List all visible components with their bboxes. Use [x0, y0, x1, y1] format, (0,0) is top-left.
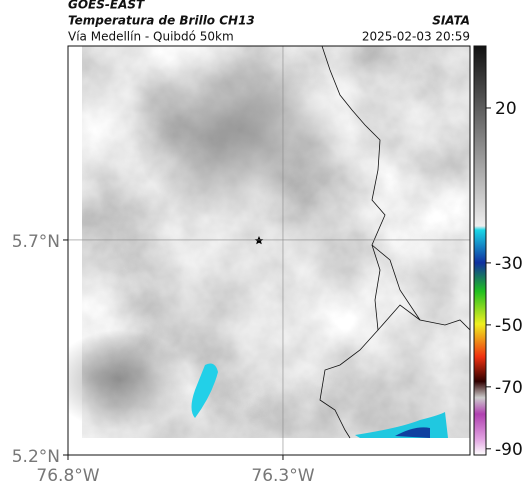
map-frame	[67, 45, 471, 456]
lon-tick-label: 76.3°W	[251, 466, 314, 486]
colorbar-tick-label: -30	[495, 254, 523, 274]
lat-tick-label: 5.7°N	[12, 232, 60, 252]
satellite: GOES-EAST	[68, 0, 145, 12]
source: SIATA	[432, 14, 470, 28]
lat-tick-label: 5.2°N	[12, 447, 60, 467]
colorbar-tick-label: -90	[495, 440, 523, 460]
subtitle: Vía Medellín - Quibdó 50km	[68, 30, 234, 44]
colorbar-tick-label: -50	[495, 316, 523, 336]
title: Temperatura de Brillo CH13	[68, 14, 255, 28]
map-image	[68, 46, 470, 455]
colorbar	[473, 45, 487, 456]
lon-tick-label: 76.8°W	[36, 466, 99, 486]
colorbar-tick-label: -70	[495, 378, 523, 398]
datetime: 2025-02-03 20:59	[362, 30, 470, 44]
colorbar-tick-label: 20	[495, 99, 517, 119]
